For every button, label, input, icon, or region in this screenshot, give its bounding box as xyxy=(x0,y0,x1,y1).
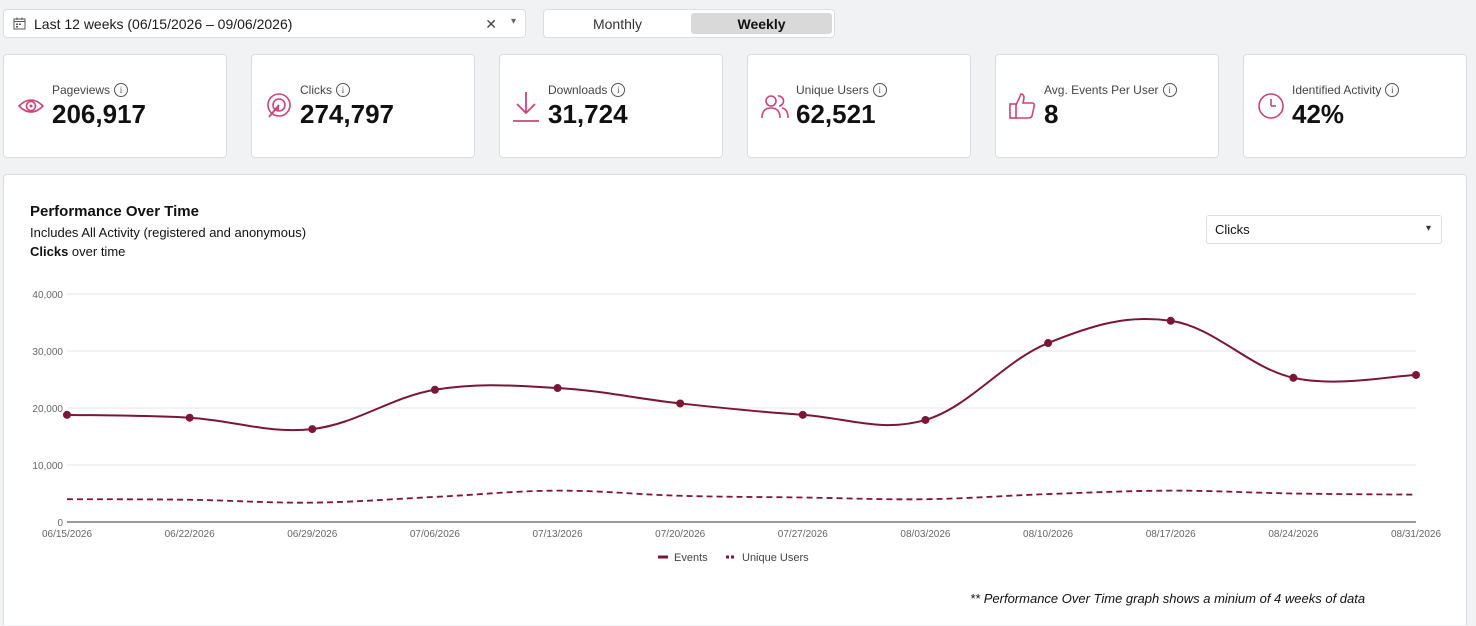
y-tick-label: 40,000 xyxy=(32,290,63,301)
metric-select-value: Clicks xyxy=(1215,222,1250,237)
y-tick-label: 20,000 xyxy=(32,404,63,415)
x-tick-label: 08/03/2026 xyxy=(900,529,950,540)
clear-icon[interactable]: ✕ xyxy=(485,16,497,32)
clock-icon xyxy=(1256,91,1286,123)
panel-metric-caption: Clicks over time xyxy=(30,244,125,259)
calendar-icon xyxy=(13,17,26,30)
toggle-weekly[interactable]: Weekly xyxy=(691,13,832,34)
x-tick-label: 07/20/2026 xyxy=(655,529,705,540)
y-tick-label: 10,000 xyxy=(32,461,63,472)
x-tick-label: 08/24/2026 xyxy=(1268,529,1318,540)
info-icon[interactable]: i xyxy=(336,83,350,97)
toggle-monthly[interactable]: Monthly xyxy=(592,15,643,32)
granularity-toggle: Monthly Weekly xyxy=(543,9,835,38)
data-point xyxy=(921,415,930,424)
kpi-value: 62,521 xyxy=(796,99,876,129)
performance-panel: Performance Over Time Includes All Activ… xyxy=(3,174,1467,625)
data-point xyxy=(798,410,807,419)
chevron-down-icon: ▾ xyxy=(1425,223,1431,234)
eye-icon xyxy=(16,91,46,123)
data-point xyxy=(63,410,71,419)
footnote: ** Performance Over Time graph shows a m… xyxy=(970,591,1366,606)
kpi-value: 8 xyxy=(1044,99,1059,129)
chevron-down-icon[interactable]: ▾ xyxy=(510,16,516,27)
kpi-card-identified-activity: Identified Activity i 42% xyxy=(1243,54,1467,158)
kpi-card-unique-users: Unique Users i 62,521 xyxy=(747,54,971,158)
data-point xyxy=(308,425,317,434)
info-icon[interactable]: i xyxy=(872,83,887,97)
metric-select[interactable]: Clicks ▾ xyxy=(1206,215,1442,244)
thumbs-up-icon xyxy=(1008,91,1038,123)
kpi-value: 31,724 xyxy=(548,99,628,129)
data-point xyxy=(1289,373,1298,382)
info-icon[interactable]: i xyxy=(1162,83,1177,97)
series-line-events xyxy=(66,318,1417,432)
x-tick-label: 07/13/2026 xyxy=(533,529,583,540)
x-tick-label: 06/15/2026 xyxy=(42,529,92,540)
kpi-label: Identified Activity xyxy=(1292,83,1382,97)
kpi-value: 42% xyxy=(1292,99,1345,129)
x-tick-label: 06/22/2026 xyxy=(165,529,215,540)
x-tick-label: 07/06/2026 xyxy=(410,529,460,540)
data-point xyxy=(1044,339,1053,348)
performance-chart: 0 10,000 20,000 30,000 40,000 06/15/2026 06/22… xyxy=(32,290,1441,564)
date-range-label: Last 12 weeks (06/15/2026 – 09/06/2026) xyxy=(34,15,293,32)
kpi-label: Clicks xyxy=(300,83,332,97)
data-point xyxy=(553,384,562,393)
data-point xyxy=(430,385,439,394)
y-tick-label: 0 xyxy=(57,518,63,529)
kpi-label: Pageviews xyxy=(52,83,111,97)
info-icon[interactable]: i xyxy=(611,83,626,97)
legend-label: Unique Users xyxy=(742,552,809,564)
users-icon xyxy=(760,91,790,123)
y-tick-label: 30,000 xyxy=(32,347,63,358)
panel-title: Performance Over Time xyxy=(30,203,199,220)
data-point xyxy=(676,399,685,408)
metric-name: Clicks xyxy=(30,244,69,259)
kpi-label: Avg. Events Per User xyxy=(1044,83,1159,97)
kpi-card-downloads: Downloads i 31,724 xyxy=(499,54,723,158)
x-tick-label: 08/31/2026 xyxy=(1391,529,1441,540)
metric-caption-rest: over time xyxy=(68,244,126,259)
data-point xyxy=(185,413,194,422)
data-point xyxy=(1166,316,1175,325)
x-tick-label: 07/27/2026 xyxy=(778,529,828,540)
x-tick-label: 08/10/2026 xyxy=(1023,529,1073,540)
kpi-card-avg-events-per-user: Avg. Events Per User i 8 xyxy=(995,54,1219,158)
data-point xyxy=(1412,370,1420,379)
download-icon xyxy=(512,91,542,123)
click-target-icon xyxy=(264,91,294,123)
kpi-value: 206,917 xyxy=(52,99,146,129)
date-range-select[interactable]: Last 12 weeks (06/15/2026 – 09/06/2026) … xyxy=(3,9,526,38)
x-tick-label: 08/17/2026 xyxy=(1146,529,1196,540)
x-tick-label: 06/29/2026 xyxy=(287,529,337,540)
kpi-card-clicks: Clicks i 274,797 xyxy=(251,54,475,158)
kpi-label: Downloads xyxy=(548,83,608,97)
legend-label: Events xyxy=(674,552,708,564)
info-icon[interactable]: i xyxy=(114,83,129,97)
panel-subtitle: Includes All Activity (registered and an… xyxy=(30,225,307,240)
kpi-value: 274,797 xyxy=(300,99,394,129)
kpi-card-pageviews: Pageviews i 206,917 xyxy=(3,54,227,158)
kpi-label: Unique Users xyxy=(796,83,869,97)
series-line-unique-users xyxy=(66,489,1417,504)
info-icon[interactable]: i xyxy=(1385,83,1400,97)
